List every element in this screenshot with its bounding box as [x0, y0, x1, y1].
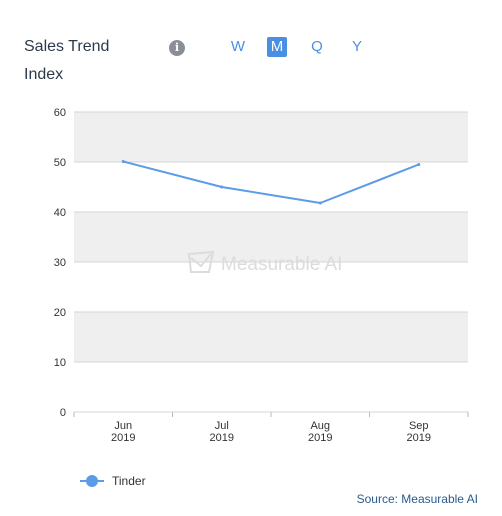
legend-label: Tinder — [112, 474, 146, 488]
legend-line-marker-icon — [80, 474, 104, 488]
period-tab-quarter[interactable]: Q — [311, 38, 323, 55]
plot-band — [74, 262, 468, 312]
y-tick-label: 60 — [54, 107, 66, 119]
plot-band — [74, 112, 468, 162]
legend[interactable]: Tinder — [80, 474, 146, 488]
period-tab-year[interactable]: Y — [351, 38, 362, 55]
data-point — [121, 160, 125, 163]
plot-band — [74, 312, 468, 362]
watermark-text: Measurable AI — [221, 254, 342, 275]
y-tick-label: 0 — [60, 407, 66, 419]
plot-band — [74, 162, 468, 212]
source-note: Source: Measurable AI — [356, 492, 478, 506]
data-point — [417, 163, 421, 166]
plot-band — [74, 362, 468, 412]
y-tick-label: 20 — [54, 307, 66, 319]
y-tick-label: 30 — [54, 257, 66, 269]
y-axis-label: Index — [24, 66, 64, 83]
x-tick-label-year: 2019 — [111, 432, 135, 444]
x-tick-label-month: Aug — [310, 420, 330, 432]
period-tab-week[interactable]: W — [230, 38, 246, 55]
x-tick-label-year: 2019 — [210, 432, 234, 444]
x-tick-label-month: Jul — [215, 420, 229, 432]
y-tick-label: 50 — [54, 157, 66, 169]
x-tick-label-year: 2019 — [407, 432, 431, 444]
x-tick-label-month: Sep — [409, 420, 429, 432]
y-tick-label: 10 — [54, 357, 66, 369]
y-tick-label: 40 — [54, 207, 66, 219]
series-line-tinder — [122, 160, 420, 204]
data-point — [318, 201, 322, 205]
x-tick-label-year: 2019 — [308, 432, 332, 444]
data-point — [220, 185, 224, 189]
watermark-logo-icon — [187, 250, 215, 273]
plot-band — [74, 212, 468, 262]
line-chart: 0102030405060Jun2019Jul2019Aug2019Sep201… — [54, 107, 469, 444]
chart-title: Sales Trend — [24, 38, 110, 55]
period-tab-month[interactable]: M — [267, 37, 287, 57]
info-icon[interactable]: i — [169, 40, 185, 56]
x-tick-label-month: Jun — [114, 420, 132, 432]
